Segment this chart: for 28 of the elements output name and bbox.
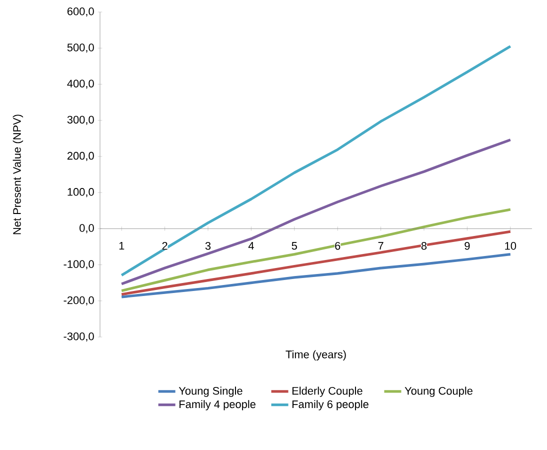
y-tick-label: 400,0 (67, 80, 94, 89)
x-tick-label: 2 (162, 242, 168, 250)
x-tick-label: 4 (248, 242, 254, 250)
x-tick-label: 7 (378, 242, 384, 250)
x-tick-label: 6 (335, 242, 340, 250)
x-tick-label: 5 (292, 242, 297, 250)
y-tick-label: 200,0 (67, 152, 94, 161)
y-tick-label: -200,0 (64, 296, 94, 306)
x-tick-label: 1 (119, 242, 124, 250)
x-tick-label: 10 (505, 242, 516, 250)
y-tick-label: -100,0 (64, 260, 94, 270)
y-tick-label: 600,0 (67, 7, 94, 17)
legend-label: Young Couple (404, 386, 472, 397)
legend-label: Family 6 people (292, 400, 368, 410)
legend-label: Elderly Couple (292, 386, 362, 397)
x-tick-label: 3 (205, 242, 211, 250)
x-axis-title: Time (years) (286, 350, 346, 360)
y-tick-label: 100,0 (68, 188, 94, 198)
y-axis-title: Net Present Value (NPV) (12, 114, 24, 234)
x-tick-label: 9 (464, 242, 470, 250)
x-tick-label: 8 (421, 242, 427, 250)
y-tick-label: 0,0 (80, 224, 94, 234)
y-tick-label: 500,0 (67, 44, 94, 53)
legend-label: Family 4 people (180, 400, 256, 410)
legend-label: Young Single (178, 386, 242, 397)
line-series (120, 253, 512, 298)
y-tick-label: -300,0 (64, 332, 94, 342)
y-tick-label: 300,0 (67, 116, 94, 125)
